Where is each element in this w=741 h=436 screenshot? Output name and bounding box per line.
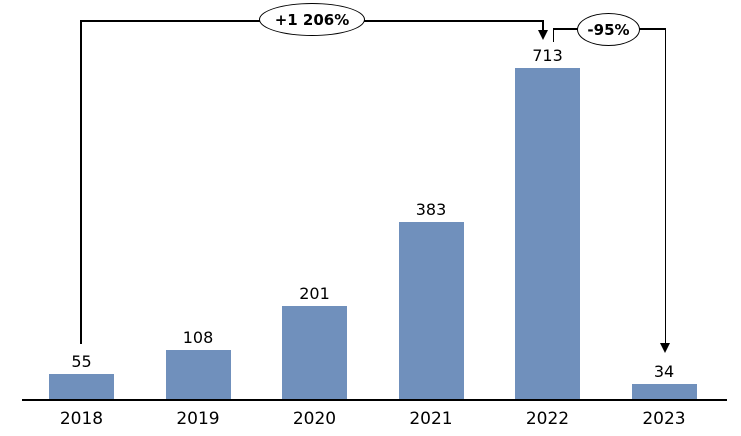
decline-arrowhead-icon (660, 343, 670, 353)
growth-bracket-left-line (80, 20, 82, 344)
x-tick-label-2021: 2021 (409, 409, 453, 429)
value-label-2023: 34 (653, 362, 675, 382)
value-label-2019: 108 (182, 327, 214, 347)
value-label-2022: 713 (532, 46, 563, 65)
bar-2021 (398, 221, 464, 400)
bar-2018 (49, 374, 114, 400)
x-tick-label-2020: 2020 (292, 409, 337, 429)
bar-2020 (282, 306, 347, 400)
decline-bracket-left-stub (552, 28, 554, 42)
decline-annotation-oval: -95% (577, 13, 640, 46)
growth-arrowhead-icon (538, 30, 548, 40)
decline-annotation-label: -95% (587, 20, 630, 39)
bar-2023 (631, 384, 697, 400)
x-tick-label-2022: 2022 (525, 409, 570, 429)
value-label-2021: 383 (415, 199, 447, 219)
value-label-2020: 201 (299, 284, 330, 304)
growth-annotation-oval: +1 206% (259, 3, 365, 36)
x-tick-label-2019: 2019 (176, 409, 220, 429)
x-tick-label-2018: 2018 (59, 409, 104, 429)
x-axis-line (22, 399, 727, 401)
growth-annotation-label: +1 206% (274, 10, 350, 29)
bar-2022 (515, 68, 580, 400)
bar-2019 (165, 349, 231, 400)
growth-bracket-arrow-stem (542, 20, 544, 31)
decline-bracket-right-line (664, 28, 666, 343)
value-label-2018: 55 (71, 352, 92, 372)
x-tick-label-2023: 2023 (642, 409, 686, 429)
